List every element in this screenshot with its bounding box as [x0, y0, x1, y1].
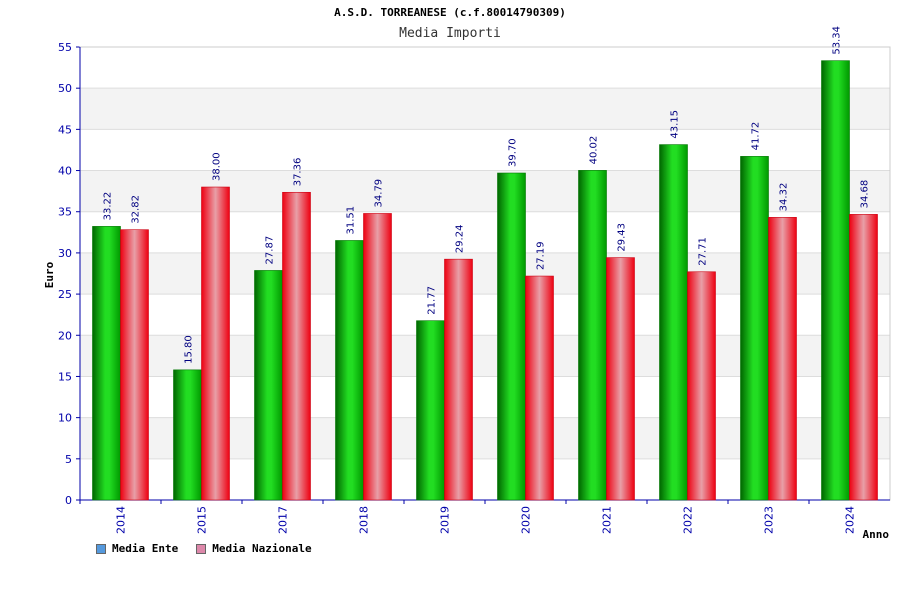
x-tick-label: 2014	[115, 506, 128, 534]
x-tick-label: 2015	[196, 506, 209, 534]
y-tick-label: 30	[58, 247, 72, 260]
y-tick-label: 45	[58, 123, 72, 136]
x-tick-label: 2018	[358, 506, 371, 534]
value-label: 40.02	[589, 136, 600, 165]
value-label: 34.68	[860, 180, 871, 209]
value-label: 32.82	[131, 195, 142, 224]
legend-swatch-media-ente	[96, 543, 106, 554]
bar-media-nazionale-2022	[687, 271, 716, 501]
value-label: 39.70	[508, 138, 519, 167]
x-tick-label: 2023	[763, 506, 776, 534]
bar-media-ente-2021	[578, 170, 607, 501]
bar-media-nazionale-2023	[768, 217, 797, 501]
legend-label-media-ente: Media Ente	[112, 542, 179, 555]
value-label: 31.51	[346, 206, 357, 235]
y-tick-label: 55	[58, 41, 72, 54]
bar-media-nazionale-2024	[849, 214, 878, 501]
x-tick-label: 2017	[277, 506, 290, 534]
value-label: 15.80	[184, 335, 195, 364]
bar-media-nazionale-2017	[282, 191, 311, 501]
legend-item-media-nazionale: Media Nazionale	[196, 542, 312, 555]
y-tick-label: 20	[58, 329, 72, 342]
bar-media-nazionale-2018	[363, 213, 392, 501]
legend: Media Ente Media Nazionale	[96, 542, 312, 555]
bar-media-nazionale-2021	[606, 257, 635, 501]
y-axis-title: Euro	[43, 261, 56, 288]
value-label: 34.32	[779, 183, 790, 212]
bar-media-ente-2020	[497, 172, 526, 501]
bar-media-ente-2017	[254, 270, 283, 501]
bar-media-ente-2019	[416, 320, 445, 501]
value-label: 34.79	[374, 179, 385, 208]
bar-media-ente-2024	[821, 60, 850, 501]
grid-band	[80, 88, 890, 130]
bar-media-nazionale-2015	[201, 186, 230, 501]
value-label: 27.87	[265, 236, 276, 265]
value-label: 27.71	[698, 237, 709, 266]
x-tick-label: 2020	[520, 506, 533, 534]
x-axis-title: Anno	[863, 528, 890, 541]
value-label: 38.00	[212, 152, 223, 181]
x-tick-label: 2019	[439, 506, 452, 534]
x-tick-label: 2021	[601, 506, 614, 534]
bar-media-ente-2014	[92, 226, 121, 501]
value-label: 37.36	[293, 158, 304, 187]
value-label: 29.24	[455, 225, 466, 254]
chart-subtitle: Media Importi	[399, 26, 501, 41]
value-label: 41.72	[751, 122, 762, 151]
bar-media-nazionale-2020	[525, 275, 554, 501]
legend-item-media-ente: Media Ente	[96, 542, 178, 555]
bar-media-ente-2018	[335, 240, 364, 501]
value-label: 33.22	[103, 192, 114, 221]
y-tick-label: 25	[58, 288, 72, 301]
x-tick-label: 2022	[682, 506, 695, 534]
bar-media-nazionale-2019	[444, 258, 473, 501]
bar-media-ente-2023	[740, 156, 769, 501]
bar-media-ente-2022	[659, 144, 688, 501]
y-tick-label: 15	[58, 370, 72, 383]
legend-swatch-media-nazionale	[196, 543, 207, 554]
value-label: 27.19	[536, 241, 547, 270]
x-tick-label: 2024	[844, 506, 857, 534]
y-tick-label: 40	[58, 165, 72, 178]
bar-media-nazionale-2014	[120, 229, 149, 501]
chart-title: A.S.D. TORREANESE (c.f.80014790309)	[334, 6, 566, 19]
y-tick-label: 5	[65, 453, 72, 466]
legend-label-media-nazionale: Media Nazionale	[212, 542, 312, 555]
y-tick-label: 10	[58, 412, 72, 425]
bar-media-ente-2015	[173, 369, 202, 501]
y-tick-label: 0	[65, 494, 72, 507]
value-label: 53.34	[832, 26, 843, 55]
value-label: 21.77	[427, 286, 438, 315]
value-label: 29.43	[617, 223, 628, 252]
value-label: 43.15	[670, 110, 681, 139]
y-tick-label: 35	[58, 206, 72, 219]
y-tick-label: 50	[58, 82, 72, 95]
